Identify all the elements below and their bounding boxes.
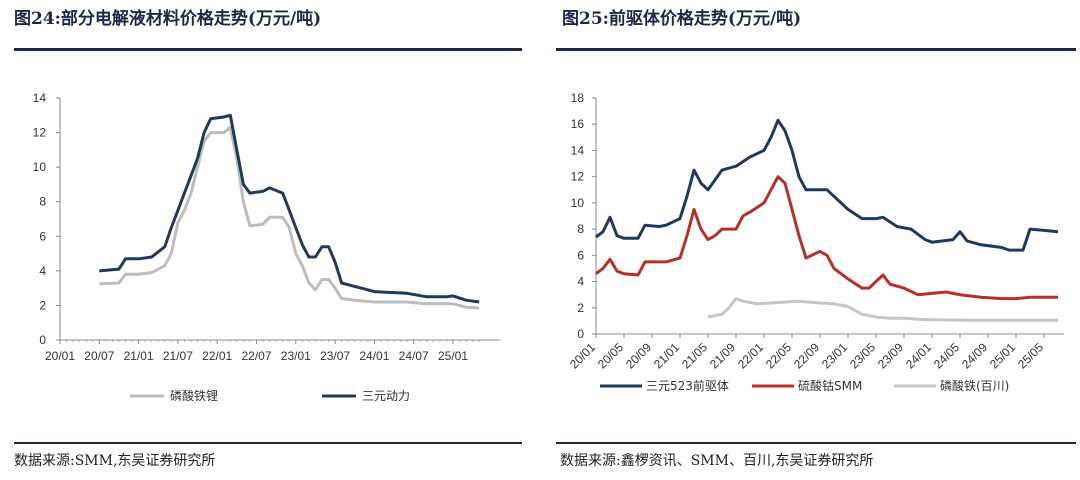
x-tick-label: 24/05 <box>931 340 962 371</box>
right-figure: 图25:前驱体价格走势(万元/吨) 0 2 4 6 8 10 12 14 16 18 20/01 20… <box>548 0 1080 480</box>
left-top-rule <box>14 48 522 51</box>
x-tick-label: 20/01 <box>567 340 598 371</box>
x-tick-label: 23/07 <box>320 349 350 363</box>
left-chart: 0 2 4 6 8 10 12 14 20/01 20/07 21/01 21/07 22/01 22/0… <box>33 91 500 403</box>
y-tick-label: 10 <box>33 160 47 174</box>
x-tick-label: 22/01 <box>202 349 232 363</box>
y-tick-label: 8 <box>577 222 584 236</box>
y-tick-label: 16 <box>571 117 585 131</box>
left-figure: 图24:部分电解液材料价格走势(万元/吨) 0 2 4 6 8 10 12 14 20/01 20… <box>14 9 522 469</box>
y-tick-label: 0 <box>39 333 46 347</box>
y-tick-label: 14 <box>571 143 585 157</box>
y-tick-label: 4 <box>39 264 46 278</box>
legend-label: 硫酸钴SMM <box>798 378 862 393</box>
x-tick-label: 23/01 <box>819 340 850 371</box>
y-tick-label: 18 <box>571 91 585 105</box>
left-source-note: 数据来源:SMM,东吴证券研究所 <box>14 453 216 469</box>
x-tick-label: 24/07 <box>399 349 429 363</box>
y-tick-label: 6 <box>577 248 584 262</box>
y-tick-label: 0 <box>577 327 584 341</box>
legend-label: 三元动力 <box>362 389 410 403</box>
series-line-precursor-523 <box>595 118 1059 252</box>
x-tick-label: 20/07 <box>84 349 114 363</box>
y-tick-label: 2 <box>577 301 584 315</box>
x-tick-label: 22/01 <box>735 340 766 371</box>
series-line-ternary <box>99 113 480 304</box>
x-tick-label: 21/05 <box>679 340 710 371</box>
series-line-lfp <box>99 125 480 310</box>
x-tick-label: 20/01 <box>45 349 75 363</box>
x-tick-label: 21/01 <box>651 340 682 371</box>
x-tick-label: 21/09 <box>707 340 738 371</box>
x-tick-label: 21/07 <box>163 349 193 363</box>
legend-label: 三元523前驱体 <box>646 378 729 393</box>
legend-label: 磷酸铁(百川) <box>940 378 1009 393</box>
right-source-note: 数据来源:鑫椤资讯、SMM、百川,东吴证券研究所 <box>560 453 874 469</box>
right-bottom-rule <box>556 442 1076 444</box>
right-figure-title: 图25:前驱体价格走势(万元/吨) <box>562 9 802 29</box>
x-tick-label: 22/05 <box>763 340 794 371</box>
y-tick-label: 8 <box>39 195 46 209</box>
series-line-iron-phosphate <box>707 297 1058 322</box>
x-tick-label: 22/07 <box>241 349 271 363</box>
left-figure-title: 图24:部分电解液材料价格走势(万元/吨) <box>14 9 322 29</box>
x-tick-label: 23/09 <box>875 340 906 371</box>
right-top-rule <box>556 48 1076 51</box>
x-tick-label: 24/01 <box>359 349 389 363</box>
y-tick-label: 6 <box>39 229 46 243</box>
x-tick-label: 22/09 <box>791 340 822 371</box>
y-tick-label: 10 <box>571 196 585 210</box>
x-tick-label: 25/01 <box>438 349 468 363</box>
x-tick-label: 20/05 <box>595 340 626 371</box>
x-tick-label: 20/09 <box>623 340 654 371</box>
x-tick-label: 25/05 <box>1015 340 1046 371</box>
y-tick-label: 14 <box>33 91 47 105</box>
y-tick-label: 2 <box>39 298 46 312</box>
y-tick-label: 12 <box>571 170 585 184</box>
x-tick-label: 23/05 <box>847 340 878 371</box>
right-chart: 0 2 4 6 8 10 12 14 16 18 20/0120/0520/0921/0121/05… <box>567 91 1064 393</box>
x-tick-label: 23/01 <box>281 349 311 363</box>
x-tick-label: 24/09 <box>959 340 990 371</box>
y-tick-label: 12 <box>33 126 47 140</box>
x-tick-label: 25/01 <box>987 340 1018 371</box>
series-line-cobalt-sulfate <box>595 175 1058 301</box>
x-tick-label: 21/01 <box>124 349 154 363</box>
x-tick-label: 24/01 <box>903 340 934 371</box>
y-tick-label: 4 <box>577 275 584 289</box>
left-bottom-rule <box>14 442 522 444</box>
legend-label: 磷酸铁锂 <box>170 388 218 403</box>
